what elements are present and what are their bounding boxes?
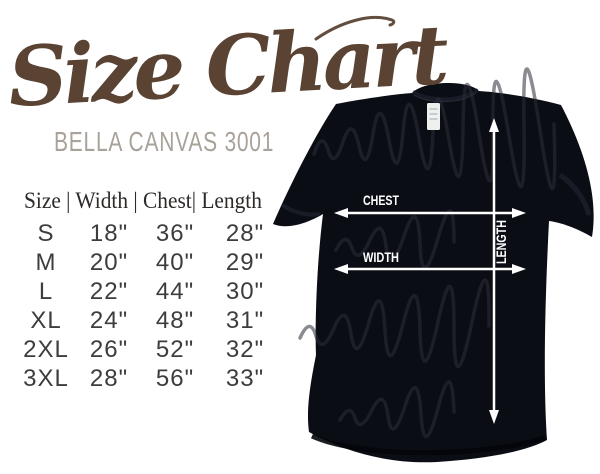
length-cell: 33" <box>225 365 265 392</box>
page-title: Size Chart <box>6 7 451 126</box>
chest-arrow <box>334 208 526 218</box>
collar-tag <box>427 103 440 130</box>
right-sleeve-fold <box>558 172 592 216</box>
length-label: LENGTH <box>493 220 509 264</box>
chest-cell: 52" <box>155 336 195 363</box>
length-cell: 31" <box>225 307 265 334</box>
width-cell: 20" <box>89 249 129 276</box>
length-cell: 28" <box>225 220 265 247</box>
hem-fold <box>310 433 546 456</box>
size-cell: 3XL <box>23 365 69 392</box>
width-label: WIDTH <box>363 249 399 265</box>
watermark-scribble <box>298 67 557 439</box>
size-cell: S <box>37 220 55 247</box>
size-cell: M <box>35 249 57 276</box>
chest-label: CHEST <box>363 192 399 208</box>
tshirt-silhouette <box>273 82 594 463</box>
length-cell: 32" <box>225 336 265 363</box>
chest-cell: 56" <box>155 365 195 392</box>
title-flourish <box>314 16 396 41</box>
length-cell: 30" <box>225 278 265 305</box>
table-header: Size | Width | Chest| Length <box>24 188 262 213</box>
size-table: S 18" 36" 28" M 20" 40" 29" L 22" 44" 30… <box>14 219 294 393</box>
width-cell: 26" <box>89 336 129 363</box>
size-cell: 2XL <box>23 336 69 363</box>
length-cell: 29" <box>225 249 265 276</box>
width-arrow <box>334 264 526 274</box>
width-cell: 28" <box>89 365 129 392</box>
chest-cell: 44" <box>155 278 195 305</box>
chest-cell: 36" <box>155 220 195 247</box>
width-cell: 22" <box>89 278 129 305</box>
chest-cell: 48" <box>155 307 195 334</box>
left-sleeve-fold <box>280 203 321 217</box>
width-cell: 24" <box>89 307 129 334</box>
product-name: BELLA CANVAS 3001 <box>54 126 275 157</box>
size-cell: L <box>38 278 54 305</box>
length-arrow <box>489 118 499 424</box>
chest-cell: 40" <box>155 249 195 276</box>
size-cell: XL <box>30 307 62 334</box>
width-cell: 18" <box>89 220 129 247</box>
